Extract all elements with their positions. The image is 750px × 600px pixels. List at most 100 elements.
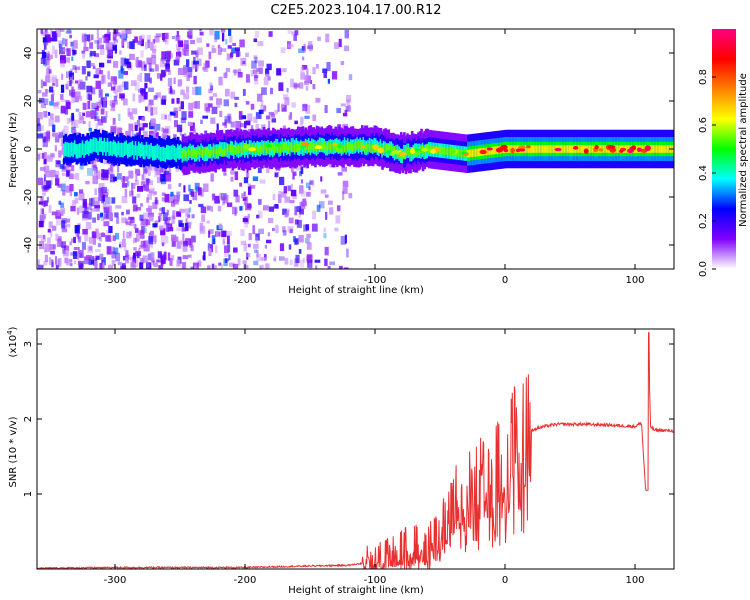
spectrogram-cell: [109, 164, 114, 172]
spectrogram-cell: [239, 182, 243, 187]
spectrogram-band-cell: [173, 145, 177, 161]
spectrogram-cell: [158, 212, 163, 216]
spectrogram-cell: [284, 97, 290, 106]
spectrogram-cell: [64, 57, 71, 63]
spectrogram-cell: [58, 235, 62, 242]
spectrogram-cell: [69, 34, 73, 39]
spectrogram-band-cell: [657, 145, 660, 153]
spectrogram-cell: [260, 104, 266, 112]
spectrogram-band-cell: [387, 145, 391, 153]
spectrogram-cell: [300, 166, 304, 174]
spectrogram-cell: [334, 42, 340, 49]
spectrogram-cell: [47, 65, 51, 70]
spectrogram-cell: [90, 255, 96, 260]
spectrogram-cell: [208, 229, 214, 234]
spectrogram-cell: [187, 214, 191, 219]
spectrogram-band-cell: [579, 145, 582, 153]
spectrogram-cell: [233, 189, 239, 197]
spectrogram-cell: [144, 106, 148, 111]
spectrogram-cell: [37, 177, 44, 186]
spectrogram-cell: [188, 184, 191, 192]
spectrogram-cell: [275, 224, 279, 234]
spectrogram-cell: [137, 89, 142, 93]
spectrogram-band-cell: [323, 141, 327, 150]
spectrogram-cell: [126, 209, 130, 215]
spectrogram-cell: [155, 170, 161, 176]
spectrogram-cell: [87, 245, 94, 254]
spectrogram-band-cell: [289, 141, 292, 150]
spectrogram-cell: [143, 247, 149, 252]
spectrogram-cell: [96, 29, 99, 39]
spectrogram-cell: [312, 114, 317, 122]
spectrogram-band-cell: [108, 141, 111, 157]
spectrogram-cell: [301, 56, 305, 61]
spectrogram-cell: [199, 31, 204, 36]
spectrogram-cell: [113, 88, 116, 94]
spectrogram-cell: [98, 192, 104, 202]
spectrogram-cell: [147, 253, 153, 261]
spectrogram-cell: [52, 82, 56, 86]
spectrogram-cell: [168, 227, 174, 232]
spectrogram-cell: [121, 81, 126, 88]
spectrogram-cell: [176, 51, 182, 57]
spectrogram-cell: [247, 213, 250, 219]
spectrogram-cell: [89, 50, 96, 56]
spectrogram-cell: [291, 102, 296, 108]
spectrogram-cell: [107, 49, 113, 59]
spectrogram-cell: [223, 72, 228, 79]
spectrogram-cell: [101, 232, 104, 237]
spectrogram-cell: [193, 128, 196, 134]
spectrogram-cell: [79, 81, 86, 90]
spectrogram-band-cell: [438, 146, 442, 155]
spectrogram-band-cell: [524, 145, 528, 153]
spectrogram-cell: [238, 111, 243, 120]
spectrogram-cell: [54, 115, 60, 123]
spectrogram-cell: [231, 47, 236, 54]
spectrogram-cell: [179, 223, 185, 227]
spectrogram-cell: [182, 67, 188, 76]
spectrogram-cell: [226, 53, 230, 61]
snr-x-tick-label: -100: [364, 575, 387, 586]
spectrogram-cell: [245, 74, 250, 83]
spectrogram-cell: [263, 77, 269, 86]
spectrogram-band-cell: [276, 143, 280, 152]
spectrogram-band-cell: [468, 149, 472, 158]
spectrogram-band-cell: [201, 149, 205, 158]
snr-x-tick-label: -200: [234, 575, 257, 586]
spectrogram-band-cell: [286, 142, 289, 151]
spectrogram-cell: [152, 223, 158, 228]
spectrogram-cell: [121, 195, 128, 204]
spectrogram-cell: [342, 180, 349, 188]
spectrogram-cell: [187, 29, 193, 37]
spectrogram-band-cell: [562, 145, 565, 153]
spectrogram-cell: [315, 63, 319, 69]
spectrogram-cell: [117, 164, 120, 173]
spectrogram-cell: [147, 167, 151, 177]
spectrogram-cell: [39, 167, 45, 171]
spectrogram-cell: [141, 116, 146, 121]
spectrogram-cell: [121, 211, 124, 216]
spectrogram-cell: [90, 34, 94, 41]
spectrogram-cell: [244, 121, 247, 129]
spectrogram-cell: [97, 243, 102, 248]
spectrogram-cell: [137, 74, 140, 81]
spectrogram-cell: [139, 73, 143, 82]
spectrogram-cell: [188, 102, 194, 111]
spectrogram-cell: [66, 258, 71, 266]
spectrogram-cell: [259, 179, 266, 184]
spectrogram-cell: [98, 183, 105, 190]
spectrogram-band-cell: [354, 141, 358, 150]
spectrogram-cell: [305, 104, 311, 114]
spectrogram-cell: [294, 206, 298, 216]
spectrogram-cell: [299, 123, 303, 128]
spectrogram-cell: [240, 205, 244, 211]
spectrogram-cell: [261, 87, 267, 95]
spectrogram-cell: [250, 125, 254, 133]
spectrogram-band-cell: [84, 140, 88, 156]
spectrogram-cell: [265, 164, 270, 173]
spectrogram-cell: [157, 176, 163, 184]
spectrogram-cell: [228, 254, 231, 261]
spectrogram-cell: [189, 122, 195, 132]
spectrogram-cell: [47, 237, 51, 244]
spectrogram-cell: [156, 73, 162, 79]
